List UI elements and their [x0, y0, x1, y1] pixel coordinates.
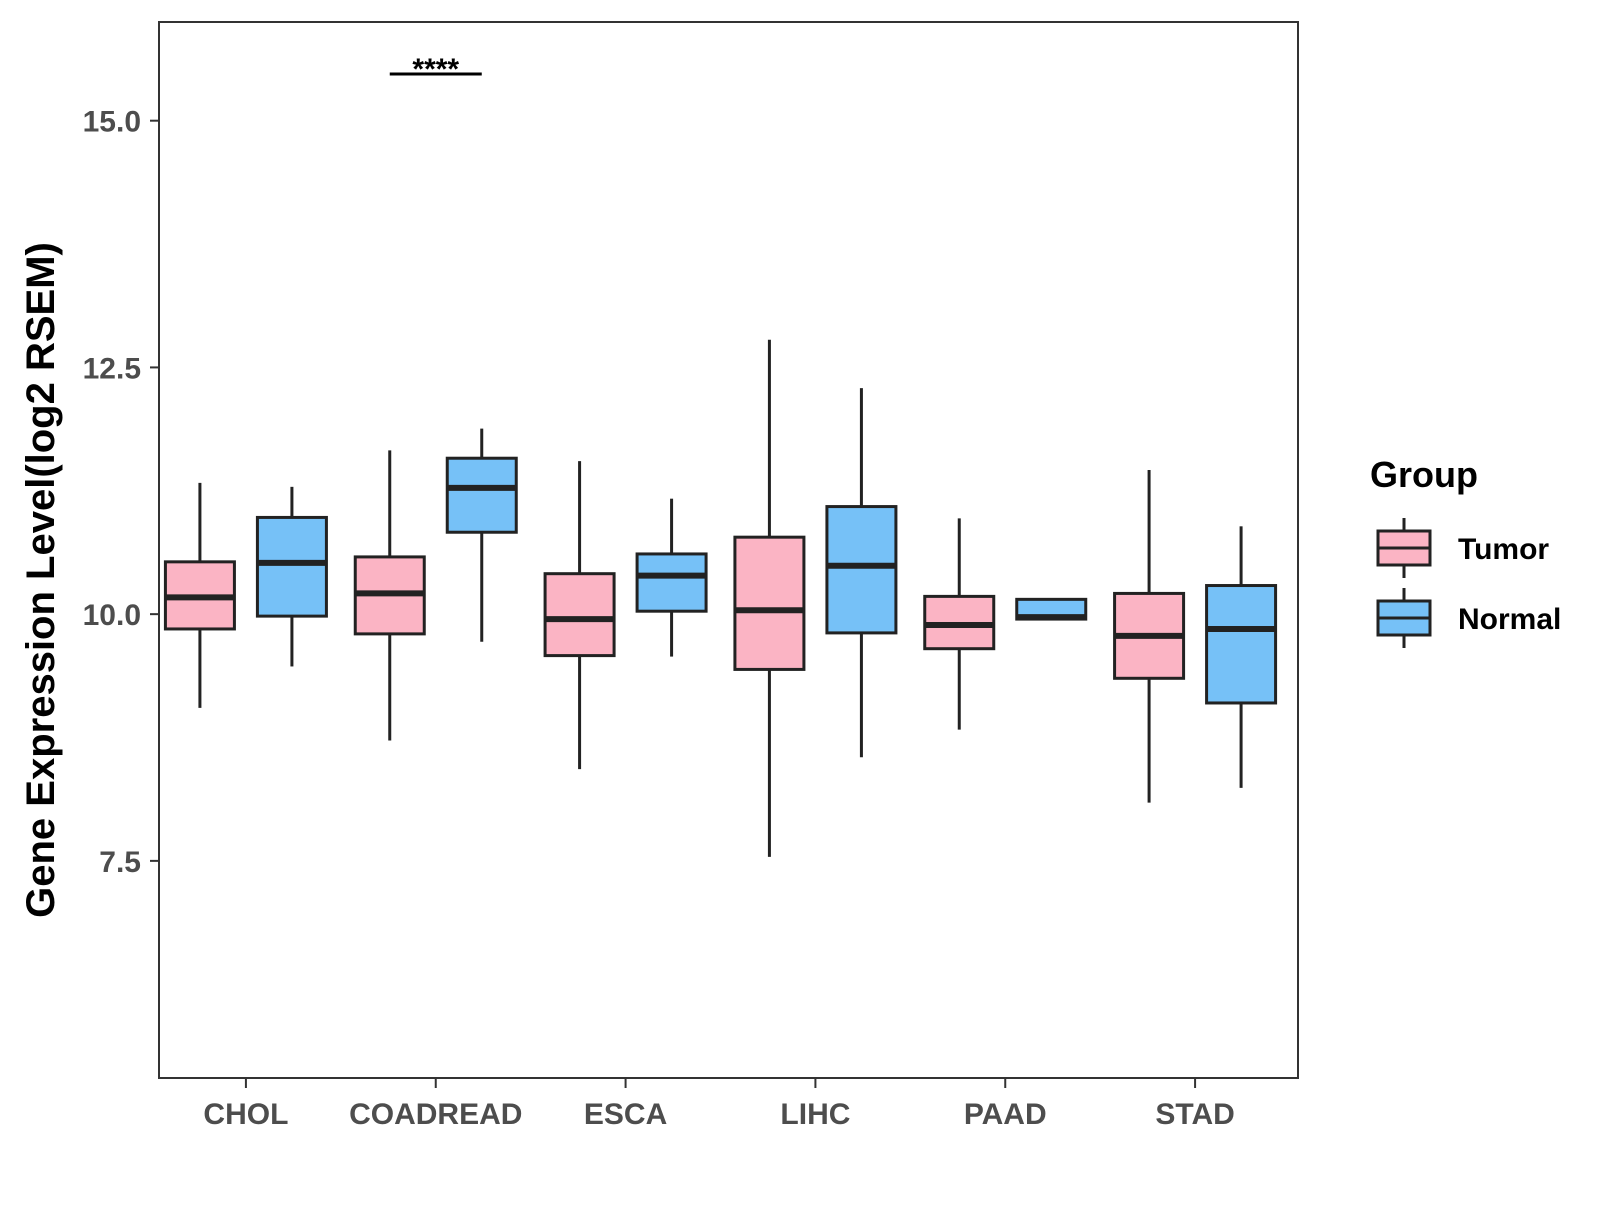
box-normal-lihc — [825, 388, 898, 758]
box-body — [255, 515, 328, 618]
x-tick-label: LIHC — [780, 1098, 850, 1131]
y-tick-label: 12.5 — [83, 352, 141, 385]
y-axis: 7.5 10.0 12.5 15.0 — [83, 106, 159, 879]
box-normal-coadread — [445, 428, 518, 642]
legend-item-normal: Normal — [1376, 588, 1561, 648]
x-tick-label: STAD — [1155, 1098, 1234, 1131]
box-tumor-esca — [543, 461, 616, 770]
box-normal-chol — [255, 486, 328, 667]
box-tumor-chol — [163, 482, 236, 708]
box-body — [825, 505, 898, 635]
legend-item-tumor: Tumor — [1376, 518, 1549, 578]
plot-panel — [158, 21, 1299, 1079]
box-normal-esca — [635, 498, 708, 657]
legend-label: Normal — [1458, 603, 1561, 636]
box-body — [733, 535, 806, 671]
legend-title: Group — [1370, 454, 1478, 495]
box-body — [543, 572, 616, 658]
box-body — [635, 552, 708, 613]
y-tick-label: 15.0 — [83, 106, 141, 139]
x-tick-label: COADREAD — [349, 1098, 522, 1131]
x-tick-label: PAAD — [964, 1098, 1047, 1131]
legend: Group Tumor Normal — [1370, 454, 1561, 648]
x-tick-label: ESCA — [584, 1098, 667, 1131]
legend-label: Tumor — [1458, 533, 1549, 566]
box-tumor-stad — [1113, 470, 1186, 803]
y-axis-title: Gene Expression Level(log2 RSEM) — [19, 242, 63, 918]
box-normal-paad — [1015, 597, 1088, 621]
x-axis: CHOL COADREAD ESCA LIHC PAAD STAD — [203, 1078, 1235, 1131]
box-body — [445, 456, 518, 534]
x-tick-label: CHOL — [203, 1098, 288, 1131]
significance-label: **** — [412, 53, 459, 86]
annotation-layer: **** — [389, 53, 482, 86]
box-body — [1205, 584, 1278, 705]
y-tick-label: 7.5 — [99, 846, 141, 879]
box-tumor-coadread — [353, 450, 426, 741]
y-tick-label: 10.0 — [83, 599, 141, 632]
box-tumor-paad — [923, 518, 996, 730]
box-tumor-lihc — [733, 339, 806, 857]
box-layer — [163, 339, 1278, 857]
box-normal-stad — [1205, 526, 1278, 788]
